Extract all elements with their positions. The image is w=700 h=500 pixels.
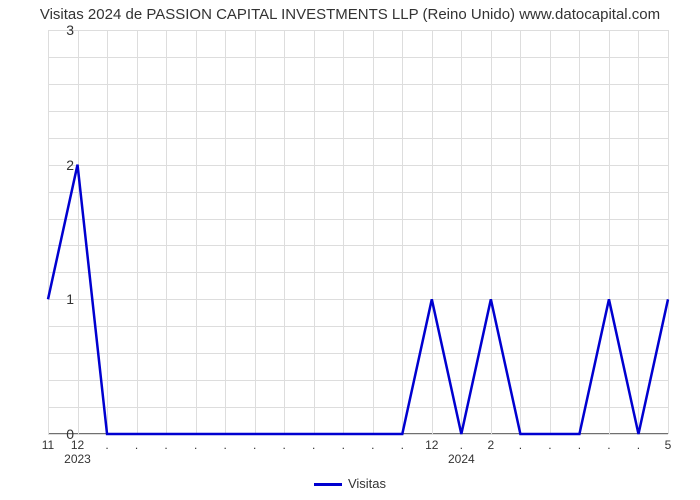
x-tick-year-label: 2023 [64,452,91,466]
x-tick-label: . [223,438,226,452]
x-tick-label: 5 [665,438,672,452]
x-tick-label: . [519,438,522,452]
legend: Visitas [0,476,700,491]
x-tick-label: . [460,438,463,452]
x-tick-label: . [607,438,610,452]
x-tick-label: . [105,438,108,452]
chart-plot-area [48,30,668,434]
x-tick-label: . [637,438,640,452]
x-tick-label: 12 [71,438,84,452]
v-gridline [668,30,669,434]
y-tick-label: 3 [34,22,74,38]
x-tick-label: . [194,438,197,452]
x-tick-label: . [578,438,581,452]
x-tick-label: . [371,438,374,452]
x-tick-label: . [135,438,138,452]
x-tick-label: 11 [42,438,54,452]
legend-swatch [314,483,342,486]
x-tick-label: . [253,438,256,452]
legend-label: Visitas [348,476,386,491]
chart-title: Visitas 2024 de PASSION CAPITAL INVESTME… [0,0,700,23]
x-tick-label: . [401,438,404,452]
x-tick-label: 2 [488,438,495,452]
visitas-line-series [48,30,668,434]
x-tick-label: . [342,438,345,452]
x-tick-label: . [283,438,286,452]
y-tick-label: 1 [34,291,74,307]
x-tick-year-label: 2024 [448,452,475,466]
y-tick-label: 2 [34,157,74,173]
x-tick-label: . [548,438,551,452]
x-tick-label: 12 [425,438,438,452]
x-tick-label: . [312,438,315,452]
x-tick-label: . [164,438,167,452]
